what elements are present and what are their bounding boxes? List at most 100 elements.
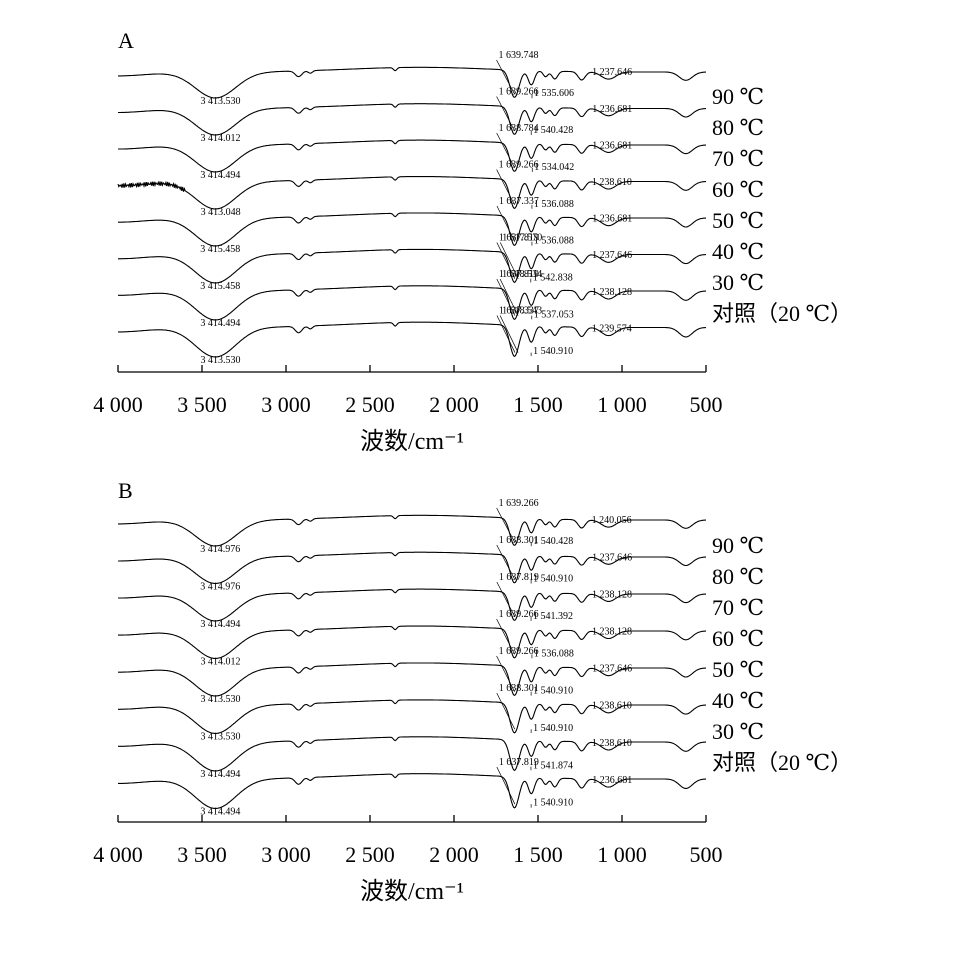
peak-label: 1 617.570 <box>502 233 542 244</box>
peak-label: 3 413.048 <box>201 207 241 218</box>
peak-label: 3 414.012 <box>200 133 240 144</box>
peak-label: 1 238.610 <box>592 738 632 749</box>
peak-label: 1 540.910 <box>533 723 573 734</box>
peak-label: 1 638.301 <box>499 535 539 546</box>
panel-a-chart: 4 000 3 500 3 000 2 500 2 000 1 500 1 000 500 波数… <box>93 50 852 455</box>
x-tick-label: 3 500 <box>177 392 227 417</box>
peak-leader <box>496 278 516 316</box>
peak-label: 1 639.266 <box>499 87 539 98</box>
peak-label: 3 413.530 <box>201 355 241 366</box>
peak-leader <box>496 655 515 692</box>
series-label: 对照（20 ℃） <box>712 301 852 326</box>
peak-label: 3 414.494 <box>200 318 240 329</box>
spectrum-line <box>118 662 706 697</box>
peak-label: 1 540.910 <box>533 686 573 697</box>
x-tick-label: 1 000 <box>597 392 647 417</box>
peak-label: 1 638.301 <box>499 683 539 694</box>
peak-label: 1 236.681 <box>592 104 632 115</box>
x-tick-label: 2 500 <box>345 392 395 417</box>
panel-b-chart: 4 000 3 500 3 000 2 500 2 000 1 500 1 000 500 波数… <box>93 498 852 905</box>
x-tick-label: 2 000 <box>429 842 479 867</box>
peak-label: 3 414.976 <box>200 544 240 555</box>
series-label: 30 ℃ <box>712 719 764 744</box>
peak-label: 1 637.337 <box>499 306 539 317</box>
series-label: 40 ℃ <box>712 688 764 713</box>
spectrum-line <box>118 588 706 622</box>
peak-label: 1 536.088 <box>534 648 574 659</box>
peak-label: 1 536.088 <box>534 236 574 247</box>
peak-leader <box>496 132 515 169</box>
peak-label: 1 541.392 <box>533 611 573 622</box>
peak-label: 1 637.819 <box>499 572 539 583</box>
peak-label: 1 238.610 <box>592 177 632 188</box>
x-tick-label: 2 000 <box>429 392 479 417</box>
peak-label: 3 414.494 <box>200 769 240 780</box>
series-label: 30 ℃ <box>712 270 764 295</box>
spectrum-line <box>118 773 706 809</box>
peak-label: 1 540.910 <box>533 346 573 357</box>
peak-leader <box>496 581 516 618</box>
peak-leader <box>496 692 516 730</box>
peak-leader <box>499 278 519 316</box>
peak-label: 1 638.784 <box>499 123 539 134</box>
series-label: 90 ℃ <box>712 84 764 109</box>
peak-label: 1 536.088 <box>534 199 574 210</box>
peak-label: 1 237.646 <box>592 664 632 675</box>
x-tick-label: 1 000 <box>597 842 647 867</box>
peak-label: 1 239.574 <box>592 323 632 334</box>
peak-label: 3 414.012 <box>200 656 240 667</box>
spectrum-line <box>118 699 706 734</box>
series-label: 60 ℃ <box>712 626 764 651</box>
peak-label: 1 618.534 <box>502 269 542 280</box>
spectrum-line <box>118 514 706 547</box>
peak-leader <box>496 544 516 580</box>
peak-leader <box>496 205 516 242</box>
peak-leader <box>496 96 515 132</box>
spectrum-line <box>118 103 706 136</box>
series-label: 60 ℃ <box>712 177 764 202</box>
peak-label: 1 236.681 <box>592 775 632 786</box>
peak-label: 3 413.530 <box>201 96 241 107</box>
peak-label: 1 238.128 <box>592 627 632 638</box>
peak-leader <box>496 169 515 206</box>
series-label: 80 ℃ <box>712 115 764 140</box>
spectrum-line <box>118 66 706 99</box>
x-axis-label: 波数/cm⁻¹ <box>360 428 464 455</box>
peak-label: 3 414.494 <box>200 806 240 817</box>
peak-label: 1 240.056 <box>592 515 632 526</box>
peak-label: 1 639.266 <box>499 498 539 509</box>
peak-label: 1 637.337 <box>499 196 539 207</box>
peak-label: 1 541.874 <box>533 760 573 771</box>
spectrum-line <box>118 248 706 284</box>
x-tick-label: 2 500 <box>345 842 395 867</box>
spectrum-line <box>118 285 706 321</box>
spectrum-line <box>118 551 706 584</box>
x-tick-label: 4 000 <box>93 842 143 867</box>
spectrum-line <box>118 625 706 659</box>
spectrum-line <box>118 736 706 772</box>
series-label: 对照（20 ℃） <box>712 750 852 775</box>
peak-leader <box>496 618 515 655</box>
peak-leader <box>499 242 519 279</box>
peak-leader <box>499 315 519 353</box>
peak-label: 1 637.819 <box>499 233 539 244</box>
peak-label: 1 637.819 <box>499 269 539 280</box>
peak-label: 1 540.428 <box>533 536 573 547</box>
peak-leader <box>496 507 515 543</box>
peak-label: 1 542.838 <box>533 272 573 283</box>
peak-label: 1 618.543 <box>502 306 542 317</box>
panel-a-letter: A <box>118 28 134 53</box>
series-label: 70 ℃ <box>712 595 764 620</box>
peak-label: 3 414.976 <box>200 581 240 592</box>
peak-label: 1 540.428 <box>533 125 573 136</box>
peak-label: 1 237.646 <box>592 552 632 563</box>
peak-label: 1 639.266 <box>499 646 539 657</box>
peak-label: 1 236.681 <box>592 214 632 225</box>
x-tick-label: 500 <box>690 392 723 417</box>
x-tick-label: 3 000 <box>261 842 311 867</box>
peak-leader <box>496 59 515 95</box>
peak-label: 1 637.819 <box>499 757 539 768</box>
peak-label: 1 639.266 <box>499 609 539 620</box>
peak-label: 1 238.128 <box>592 589 632 600</box>
